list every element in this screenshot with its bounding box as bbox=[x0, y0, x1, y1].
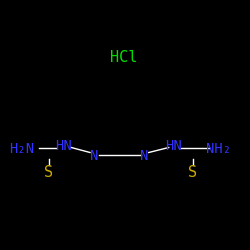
Text: N: N bbox=[90, 149, 98, 163]
Text: HCl: HCl bbox=[110, 50, 138, 65]
Text: S: S bbox=[44, 165, 53, 180]
Text: HN: HN bbox=[166, 139, 182, 153]
Text: HN: HN bbox=[56, 139, 72, 153]
Text: NH₂: NH₂ bbox=[206, 142, 231, 156]
Text: S: S bbox=[188, 165, 197, 180]
Text: H₂N: H₂N bbox=[9, 142, 34, 156]
Text: N: N bbox=[140, 149, 148, 163]
